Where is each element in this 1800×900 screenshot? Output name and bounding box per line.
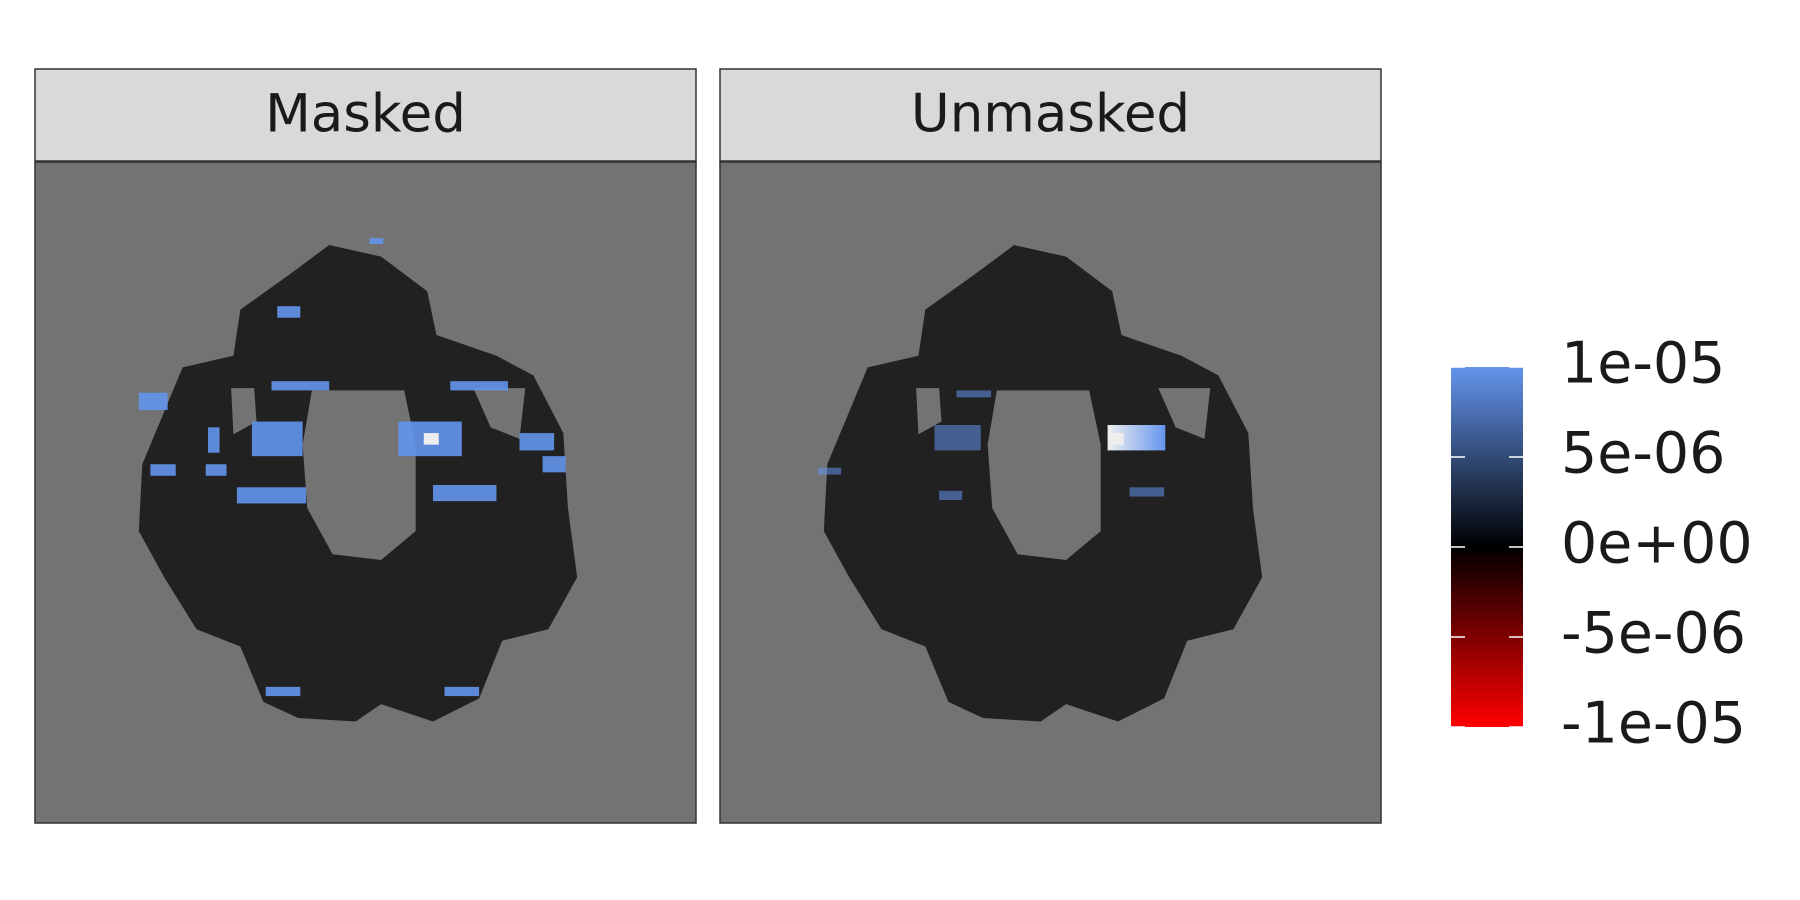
activation-spot (450, 381, 508, 391)
activation-spot (1108, 433, 1124, 445)
activation-spot (432, 485, 497, 502)
facet-title: Masked (265, 84, 466, 145)
facet-title: Unmasked (911, 84, 1190, 145)
brain-slice (138, 238, 578, 722)
colorbar-tick-label: 5e-06 (1561, 421, 1725, 487)
activation-spot (934, 425, 981, 451)
activation-spot (205, 464, 227, 476)
brain-tissue (823, 245, 1263, 722)
panels: Masked Unmasked (34, 68, 1382, 824)
facet-strip (34, 68, 697, 162)
activation-spot (542, 456, 566, 473)
activation-spot (150, 464, 176, 476)
brain-slice (818, 245, 1263, 722)
brain-tissue (138, 245, 578, 722)
activation-spot (251, 421, 303, 457)
colorbar-tick-label: 1e-05 (1561, 331, 1725, 397)
activation-spot (369, 238, 384, 244)
colorbar-legend: 1e-05 5e-06 0e+00 -5e-06 -1e-05 (1451, 331, 1753, 757)
colorbar-tick-label: -5e-06 (1561, 601, 1746, 667)
activation-spot (208, 427, 220, 453)
activation-spot (956, 390, 992, 398)
activation-spot (138, 392, 168, 411)
activation-spot (1129, 487, 1165, 497)
activation-spot (818, 467, 842, 475)
activation-spot (236, 487, 307, 504)
activation-spot (939, 490, 963, 500)
activation-spot (277, 306, 301, 318)
colorbar-tick-label: -1e-05 (1561, 691, 1746, 757)
activation-spot (444, 686, 480, 697)
activation-spot (423, 433, 439, 445)
activation-spot (519, 433, 555, 451)
activation-spot (265, 686, 301, 697)
colorbar-tick-label: 0e+00 (1561, 511, 1753, 577)
activation-spot (271, 381, 330, 391)
facet-strip (719, 68, 1382, 162)
